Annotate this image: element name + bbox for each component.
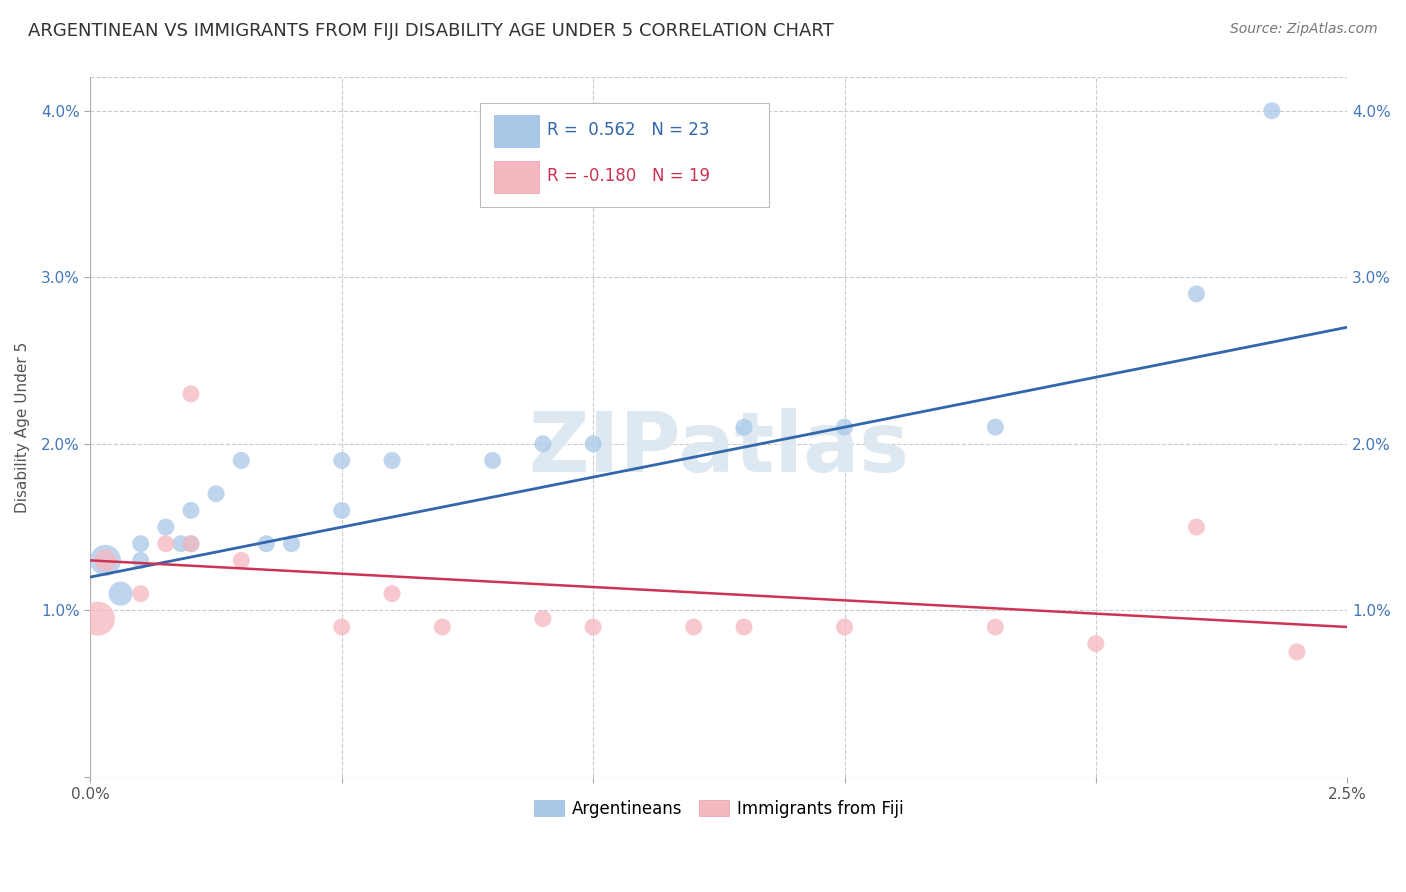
Point [205, 487, 228, 501]
Text: Source: ZipAtlas.com: Source: ZipAtlas.com [1230, 22, 1378, 37]
Point [834, 620, 856, 634]
Point [682, 620, 704, 634]
FancyBboxPatch shape [479, 103, 769, 207]
Point [531, 437, 554, 451]
Point [984, 620, 1007, 634]
Point [180, 387, 202, 401]
Point [170, 537, 193, 551]
Text: R = -0.180   N = 19: R = -0.180 N = 19 [547, 167, 710, 185]
Point [254, 537, 277, 551]
Point [481, 453, 503, 467]
Point [330, 453, 353, 467]
Point [180, 503, 202, 517]
Point [231, 553, 253, 567]
Point [94, 553, 117, 567]
Legend: Argentineans, Immigrants from Fiji: Argentineans, Immigrants from Fiji [527, 793, 911, 824]
Point [1261, 103, 1284, 118]
Point [733, 620, 755, 634]
Point [155, 520, 177, 534]
Point [180, 537, 202, 551]
Point [381, 587, 404, 601]
Point [834, 420, 856, 434]
Text: ZIPatlas: ZIPatlas [529, 408, 910, 489]
Text: ARGENTINEAN VS IMMIGRANTS FROM FIJI DISABILITY AGE UNDER 5 CORRELATION CHART: ARGENTINEAN VS IMMIGRANTS FROM FIJI DISA… [28, 22, 834, 40]
Point [432, 620, 454, 634]
Point [531, 612, 554, 626]
Point [582, 437, 605, 451]
Point [381, 453, 404, 467]
Point [129, 587, 152, 601]
Point [155, 537, 177, 551]
Point [1185, 287, 1208, 301]
Point [87, 612, 110, 626]
Point [94, 553, 117, 567]
Point [733, 420, 755, 434]
Point [1084, 637, 1107, 651]
Point [582, 620, 605, 634]
Point [330, 620, 353, 634]
Point [1285, 645, 1308, 659]
FancyBboxPatch shape [494, 114, 538, 146]
Y-axis label: Disability Age Under 5: Disability Age Under 5 [15, 342, 30, 513]
Point [180, 537, 202, 551]
Point [984, 420, 1007, 434]
Point [129, 553, 152, 567]
FancyBboxPatch shape [494, 161, 538, 193]
Text: R =  0.562   N = 23: R = 0.562 N = 23 [547, 121, 709, 139]
Point [231, 453, 253, 467]
Point [280, 537, 302, 551]
Point [330, 503, 353, 517]
Point [1185, 520, 1208, 534]
Point [129, 537, 152, 551]
Point [110, 587, 132, 601]
